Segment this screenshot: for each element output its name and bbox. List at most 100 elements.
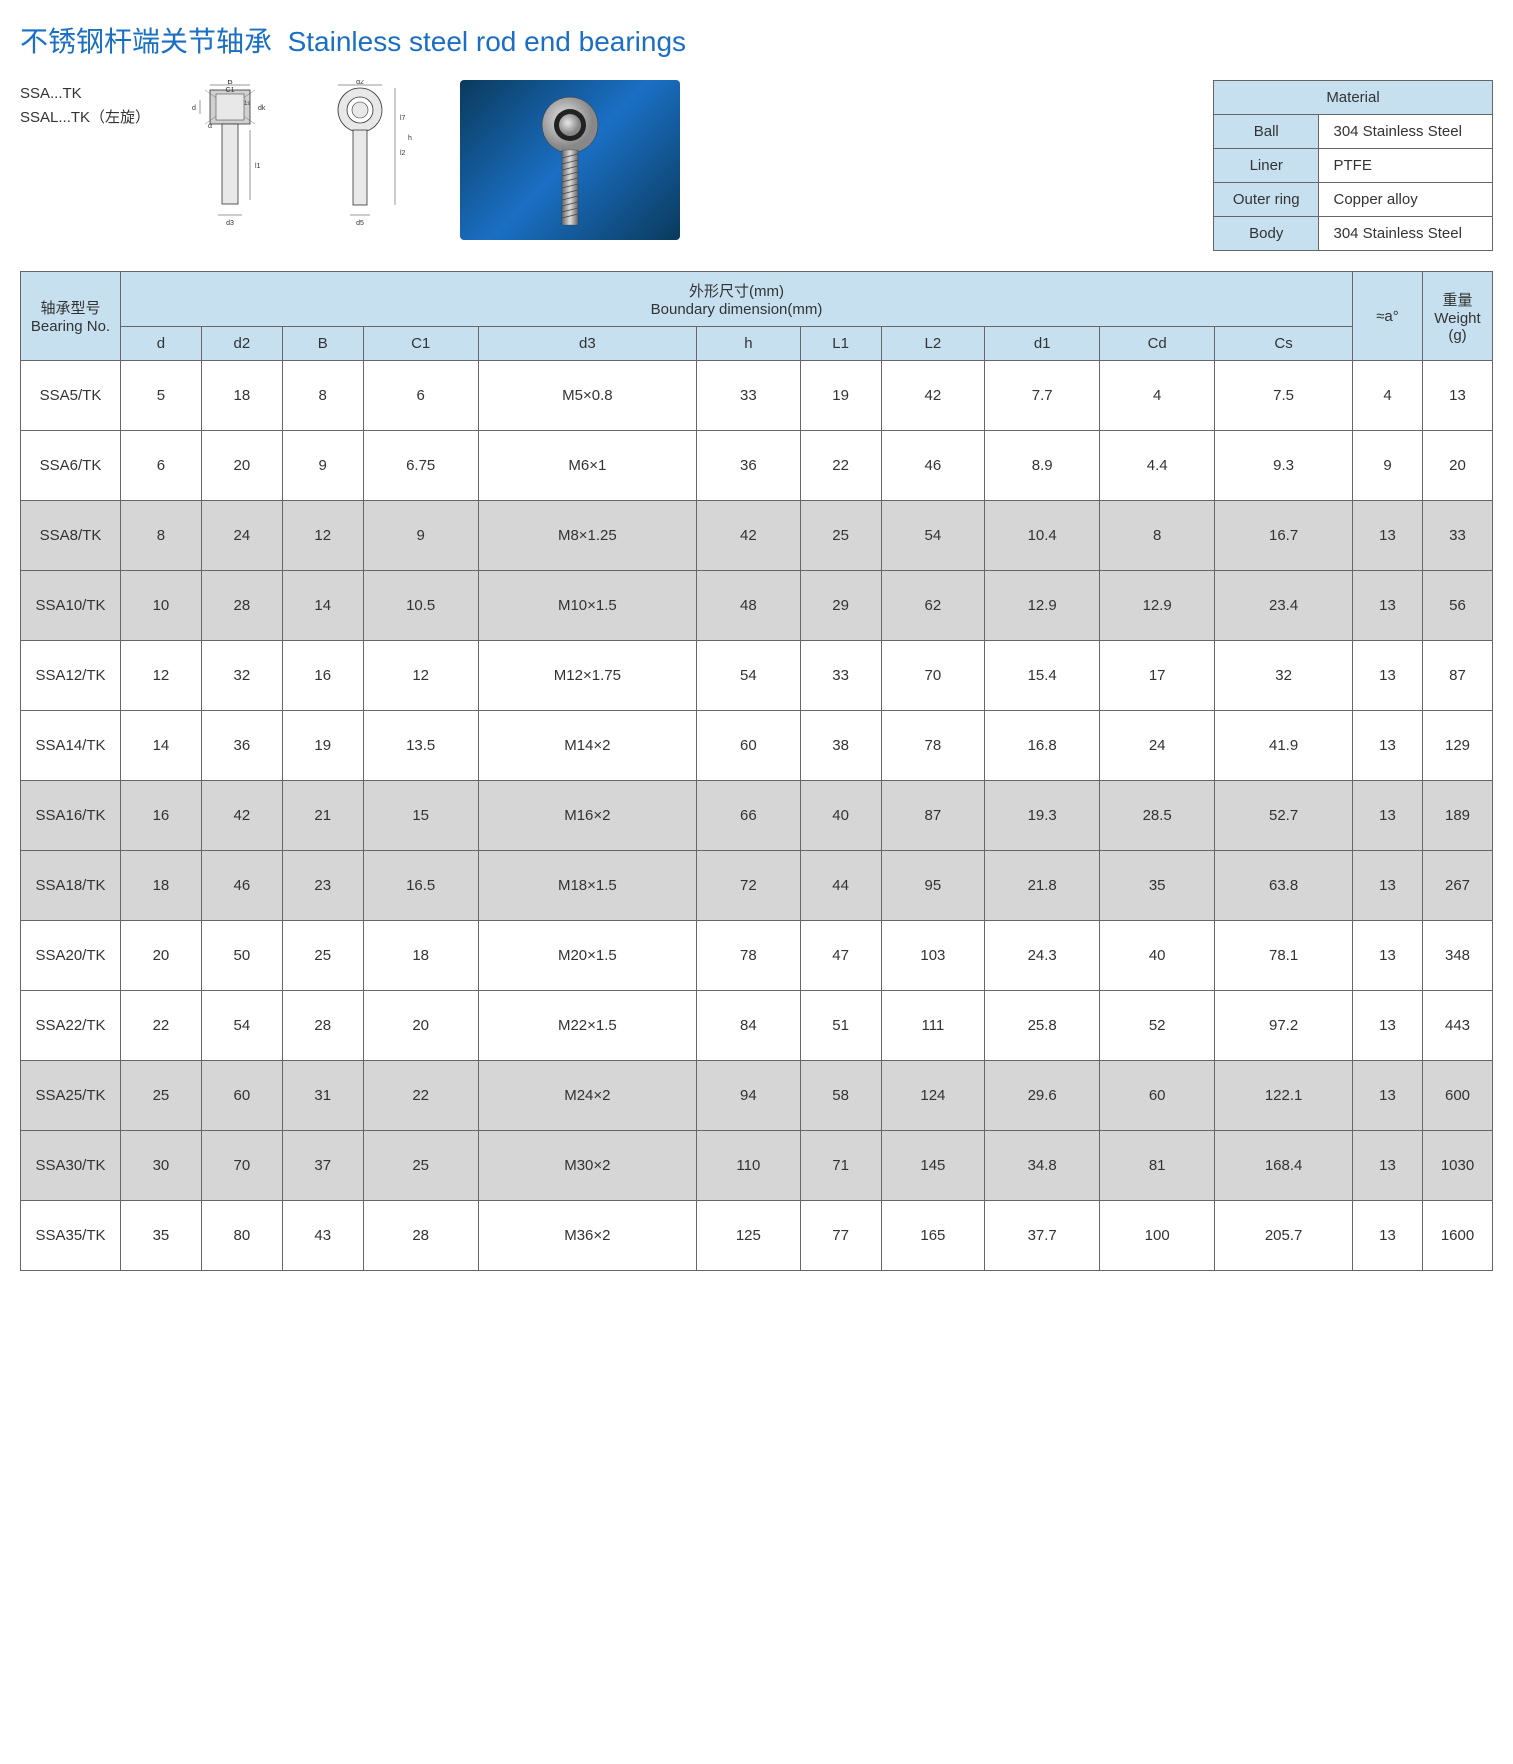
table-row: SSA6/TK62096.75M6×13622468.94.49.3920 xyxy=(21,431,1493,501)
cell-d3: M5×0.8 xyxy=(478,361,696,431)
cell-L2: 54 xyxy=(881,501,985,571)
model-line-1: SSA...TK xyxy=(20,85,160,102)
cell-a: 13 xyxy=(1353,851,1423,921)
cell-d3: M30×2 xyxy=(478,1131,696,1201)
cell-h: 84 xyxy=(697,991,801,1061)
cell-d1: 24.3 xyxy=(985,921,1100,991)
cell-Cs: 168.4 xyxy=(1215,1131,1353,1201)
cell-B: 9 xyxy=(282,431,363,501)
cell-B: 43 xyxy=(282,1201,363,1271)
cell-B: 16 xyxy=(282,641,363,711)
dim-d3: d3 xyxy=(226,220,234,227)
dim-h: h xyxy=(408,135,412,142)
cell-d: 5 xyxy=(121,361,202,431)
cell-d3: M10×1.5 xyxy=(478,571,696,641)
cell-h: 60 xyxy=(697,711,801,781)
cell-d1: 15.4 xyxy=(985,641,1100,711)
cell-B: 25 xyxy=(282,921,363,991)
cell-d1: 21.8 xyxy=(985,851,1100,921)
cell-a: 13 xyxy=(1353,711,1423,781)
cell-a: 13 xyxy=(1353,501,1423,571)
cell-d2: 18 xyxy=(201,361,282,431)
diagram-cross-section: B C1 d 1s dk α l1 d3 xyxy=(180,80,300,230)
cell-L2: 87 xyxy=(881,781,985,851)
material-key: Ball xyxy=(1214,115,1319,149)
cell-C1: 22 xyxy=(363,1061,478,1131)
cell-d: 12 xyxy=(121,641,202,711)
cell-w: 33 xyxy=(1423,501,1493,571)
cell-Cd: 100 xyxy=(1100,1201,1215,1271)
table-row: SSA8/TK824129M8×1.2542255410.4816.71333 xyxy=(21,501,1493,571)
cell-d2: 60 xyxy=(201,1061,282,1131)
cell-no: SSA18/TK xyxy=(21,851,121,921)
dim-1s: 1s xyxy=(244,101,250,107)
cell-d2: 54 xyxy=(201,991,282,1061)
cell-L1: 71 xyxy=(800,1131,881,1201)
cell-Cd: 4.4 xyxy=(1100,431,1215,501)
sub-header-d: d xyxy=(121,327,202,361)
table-row: SSA5/TK51886M5×0.83319427.747.5413 xyxy=(21,361,1493,431)
header-weight: 重量 Weight (g) xyxy=(1423,272,1493,361)
diagram-front-view: d2 l7 l2 h d5 xyxy=(320,80,440,230)
cell-no: SSA8/TK xyxy=(21,501,121,571)
cell-d1: 37.7 xyxy=(985,1201,1100,1271)
cell-d3: M16×2 xyxy=(478,781,696,851)
cell-a: 13 xyxy=(1353,1131,1423,1201)
cell-Cd: 52 xyxy=(1100,991,1215,1061)
cell-Cs: 16.7 xyxy=(1215,501,1353,571)
cell-Cs: 97.2 xyxy=(1215,991,1353,1061)
cell-B: 12 xyxy=(282,501,363,571)
cell-d: 35 xyxy=(121,1201,202,1271)
cell-B: 19 xyxy=(282,711,363,781)
material-value: Copper alloy xyxy=(1319,183,1493,217)
dim-l7: l7 xyxy=(400,115,406,122)
sub-header-Cd: Cd xyxy=(1100,327,1215,361)
cell-d1: 7.7 xyxy=(985,361,1100,431)
product-photo xyxy=(460,80,680,240)
cell-a: 9 xyxy=(1353,431,1423,501)
table-row: SSA20/TK20502518M20×1.5784710324.34078.1… xyxy=(21,921,1493,991)
cell-a: 13 xyxy=(1353,1061,1423,1131)
cell-Cs: 23.4 xyxy=(1215,571,1353,641)
sub-header-d3: d3 xyxy=(478,327,696,361)
cell-Cs: 32 xyxy=(1215,641,1353,711)
material-header: Material xyxy=(1214,81,1493,115)
cell-B: 21 xyxy=(282,781,363,851)
table-row: SSA18/TK18462316.5M18×1.572449521.83563.… xyxy=(21,851,1493,921)
cell-d1: 8.9 xyxy=(985,431,1100,501)
cell-Cd: 35 xyxy=(1100,851,1215,921)
cell-L2: 124 xyxy=(881,1061,985,1131)
cell-w: 13 xyxy=(1423,361,1493,431)
dim-d2: d2 xyxy=(356,80,364,86)
cell-B: 14 xyxy=(282,571,363,641)
sub-header-h: h xyxy=(697,327,801,361)
cell-w: 189 xyxy=(1423,781,1493,851)
header-bearing: 轴承型号 Bearing No. xyxy=(21,272,121,361)
model-line-2: SSAL...TK（左旋） xyxy=(20,106,160,127)
cell-no: SSA14/TK xyxy=(21,711,121,781)
page-title: 不锈钢杆端关节轴承 Stainless steel rod end bearin… xyxy=(20,20,1493,60)
cell-Cd: 28.5 xyxy=(1100,781,1215,851)
cell-L1: 51 xyxy=(800,991,881,1061)
cell-d3: M20×1.5 xyxy=(478,921,696,991)
cell-no: SSA30/TK xyxy=(21,1131,121,1201)
cell-no: SSA22/TK xyxy=(21,991,121,1061)
cell-L1: 22 xyxy=(800,431,881,501)
cell-C1: 13.5 xyxy=(363,711,478,781)
cell-d: 6 xyxy=(121,431,202,501)
cell-d1: 34.8 xyxy=(985,1131,1100,1201)
cell-no: SSA6/TK xyxy=(21,431,121,501)
cell-d1: 29.6 xyxy=(985,1061,1100,1131)
cell-Cs: 7.5 xyxy=(1215,361,1353,431)
cell-d: 25 xyxy=(121,1061,202,1131)
cell-h: 33 xyxy=(697,361,801,431)
cell-L1: 77 xyxy=(800,1201,881,1271)
cell-d2: 46 xyxy=(201,851,282,921)
cell-L2: 111 xyxy=(881,991,985,1061)
cell-d: 16 xyxy=(121,781,202,851)
cell-Cd: 17 xyxy=(1100,641,1215,711)
cell-C1: 12 xyxy=(363,641,478,711)
dim-d: d xyxy=(192,105,196,112)
material-key: Body xyxy=(1214,217,1319,251)
cell-w: 87 xyxy=(1423,641,1493,711)
